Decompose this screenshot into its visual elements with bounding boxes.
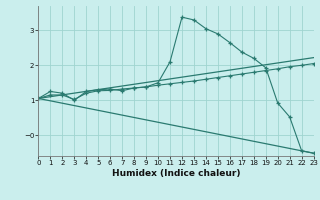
X-axis label: Humidex (Indice chaleur): Humidex (Indice chaleur)	[112, 169, 240, 178]
